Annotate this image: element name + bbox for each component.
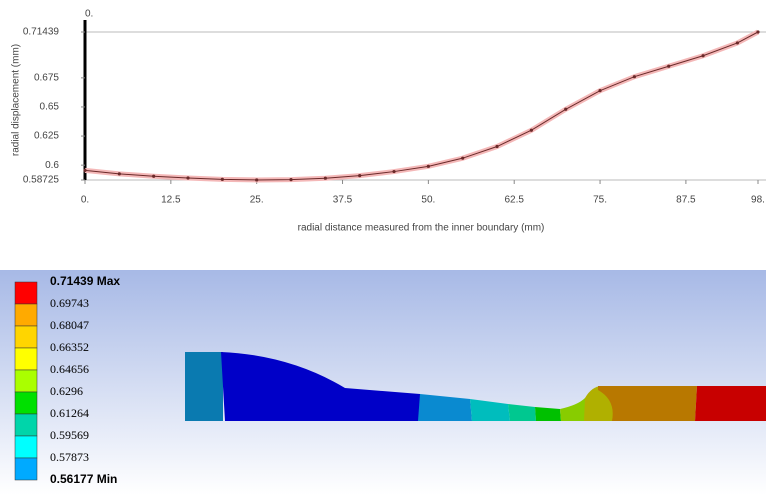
legend-swatch (15, 458, 37, 480)
line-halo (85, 32, 758, 180)
point (392, 170, 395, 173)
region (598, 386, 697, 421)
x-tick-label: 12.5 (161, 195, 181, 206)
screen: 0. radial displacement (mm) radial dista… (0, 0, 766, 495)
legend-label: 0.59569 (50, 428, 89, 442)
x-tick-label: 75. (593, 195, 607, 206)
x-tick-label: 98. (751, 195, 765, 206)
point (358, 174, 361, 177)
point (564, 108, 567, 111)
region (695, 386, 766, 421)
legend-label: 0.71439 Max (50, 274, 120, 288)
legend-label: 0.69743 (50, 296, 89, 310)
legend-swatch (15, 304, 37, 326)
point (736, 41, 739, 44)
viewport-background (0, 270, 766, 495)
page: {"chart_data": {"type": "line", "y_label… (0, 0, 766, 495)
point (83, 169, 86, 172)
point (255, 178, 258, 181)
y-tick-label: 0.65 (40, 102, 60, 113)
y-tick-label: 0.6 (45, 160, 59, 171)
x-tick-label: 62.5 (504, 195, 524, 206)
legend-label: 0.6296 (50, 384, 83, 398)
legend-swatch (15, 414, 37, 436)
point (530, 129, 533, 132)
point (598, 89, 601, 92)
point (495, 145, 498, 148)
y-tick-label: 0.675 (34, 72, 59, 83)
point (186, 176, 189, 179)
y-axis-title: radial displacement (mm) (11, 44, 22, 156)
point (667, 65, 670, 68)
legend-swatch (15, 282, 37, 304)
marker-label: 0. (85, 9, 93, 20)
legend-label: 0.64656 (50, 362, 89, 376)
y-tick-label: 0.71439 (23, 27, 60, 38)
legend-swatch (15, 370, 37, 392)
legend-label: 0.57873 (50, 450, 89, 464)
legend-label: 0.68047 (50, 318, 89, 332)
point (633, 75, 636, 78)
x-tick-label: 25. (250, 195, 264, 206)
point (118, 172, 121, 175)
point (152, 175, 155, 178)
legend-swatch (15, 326, 37, 348)
line (85, 32, 758, 180)
contour-view: 0.71439 Max 0.69743 0.68047 0.66352 0.64656 0… (0, 270, 766, 495)
legend-swatch (15, 392, 37, 414)
point (289, 178, 292, 181)
legend-label: 0.61264 (50, 406, 89, 420)
point (701, 54, 704, 57)
y-tick-label: 0.625 (34, 131, 59, 142)
region (185, 352, 223, 421)
point (324, 177, 327, 180)
x-tick-label: 0. (81, 195, 89, 206)
legend-swatch (15, 348, 37, 370)
y-tick-label: 0.58725 (23, 175, 60, 186)
legend-swatch (15, 436, 37, 458)
chart: 0. radial displacement (mm) radial dista… (11, 9, 766, 234)
point (756, 30, 759, 33)
point (427, 165, 430, 168)
point (221, 178, 224, 181)
legend-label: 0.56177 Min (50, 472, 117, 486)
region (535, 407, 561, 421)
x-axis-title: radial distance measured from the inner … (298, 223, 545, 234)
x-tick-label: 37.5 (333, 195, 353, 206)
point (461, 157, 464, 160)
x-tick-label: 87.5 (676, 195, 696, 206)
legend-label: 0.66352 (50, 340, 89, 354)
x-tick-label: 50. (421, 195, 435, 206)
